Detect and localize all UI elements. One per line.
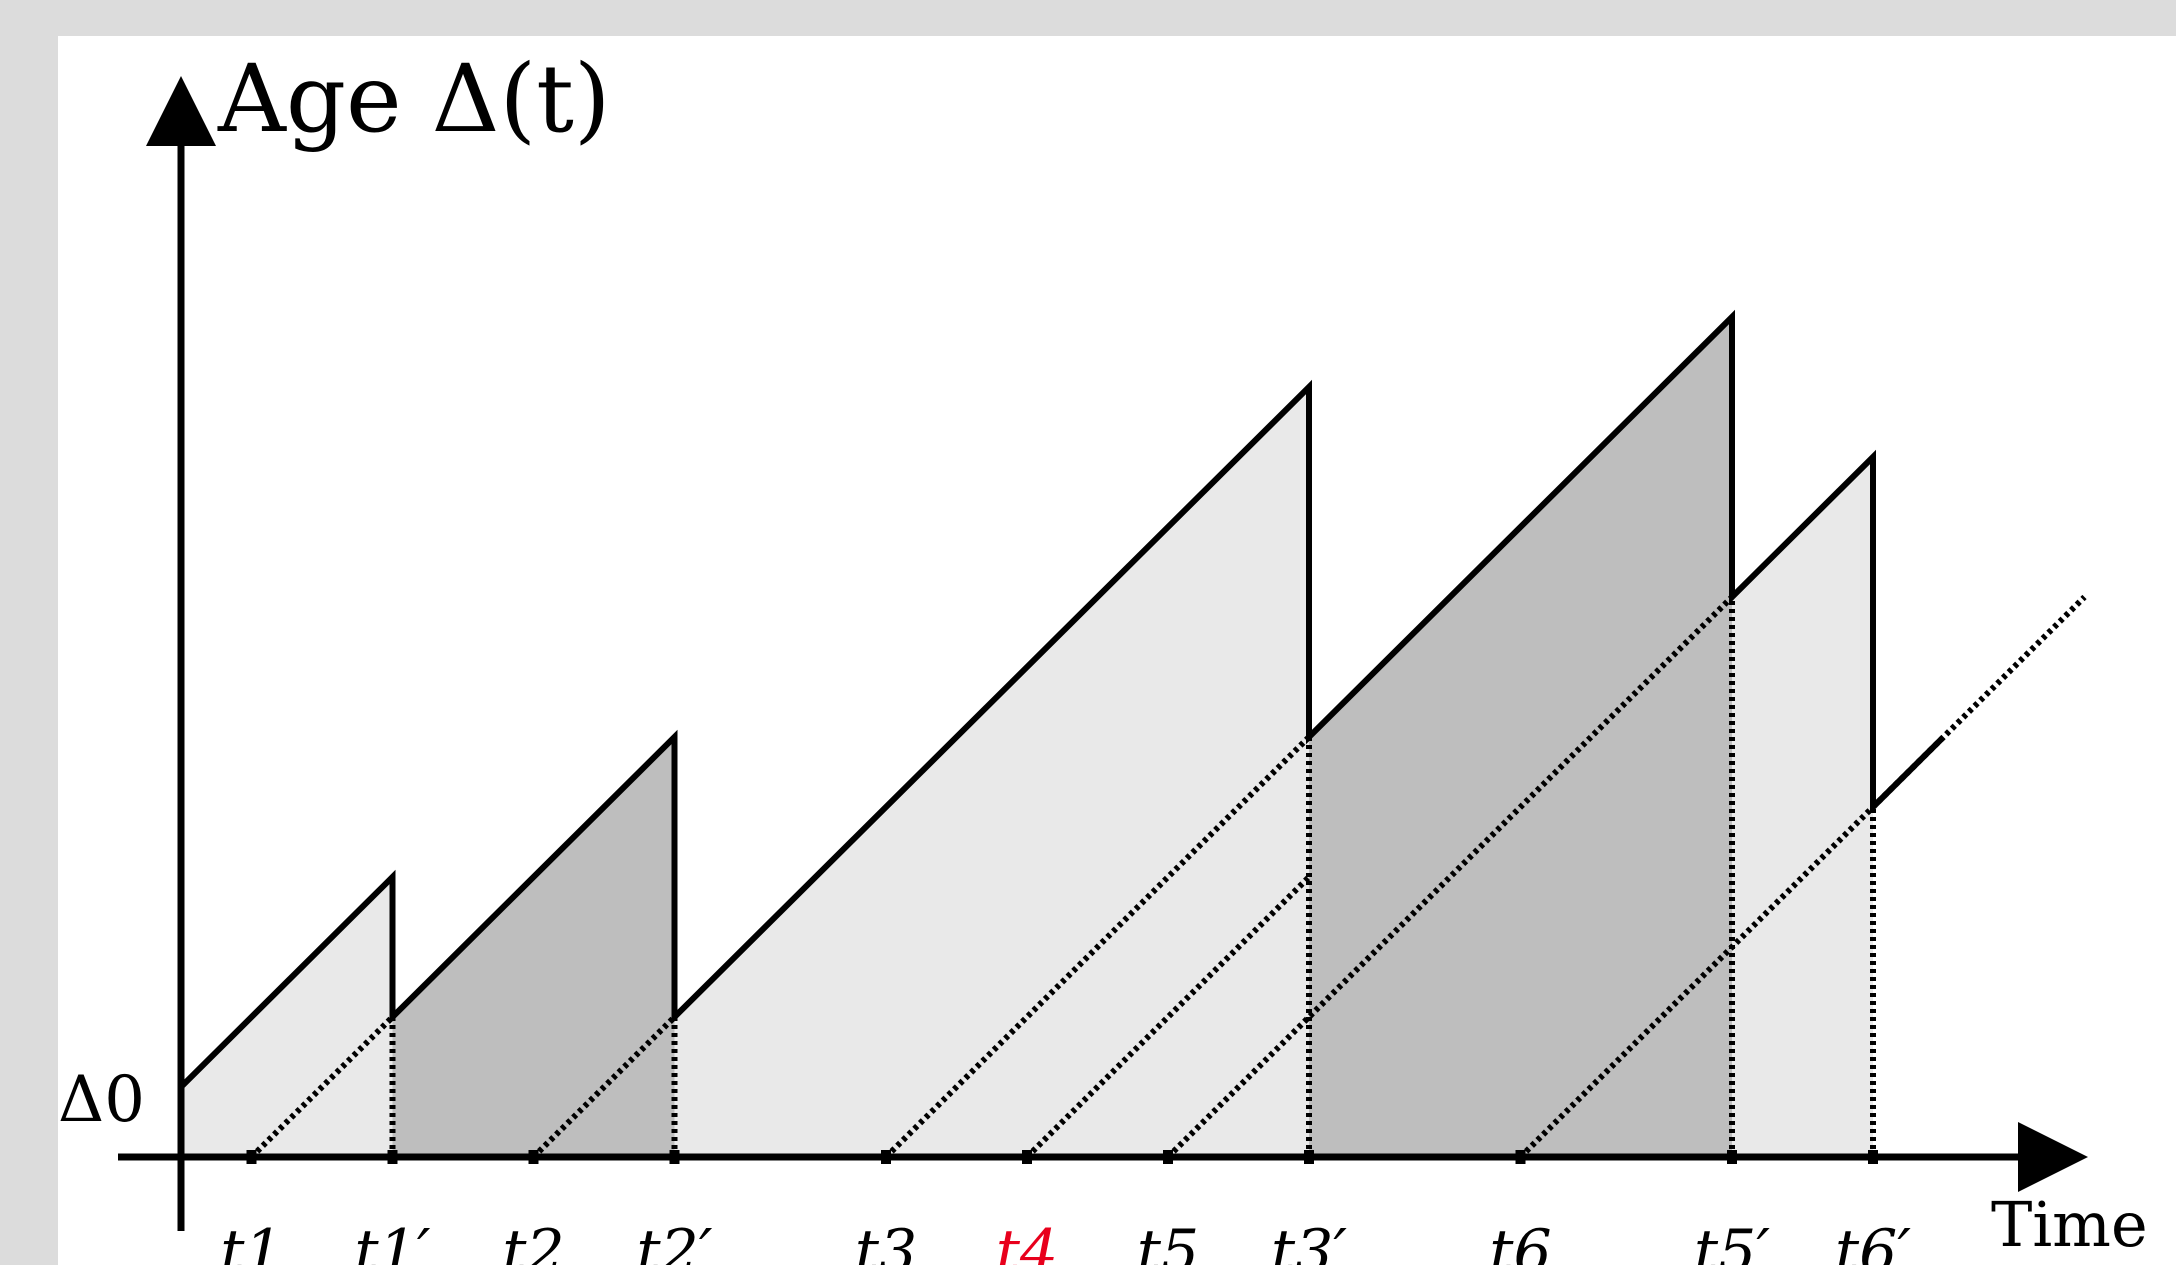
tick-t4 [1022,1150,1032,1164]
tick-t1 [246,1150,257,1164]
origin-label: Δ0 [58,1063,145,1137]
tick-t2 [528,1150,539,1164]
age-diagram: t1 t1′ t2 t2′ t3 t4 t5 t3′ t6 t5′ t6′ Age Δ(t) Δ0 … [58,45,2148,1265]
diagram-frame: t1 t1′ t2 t2′ t3 t4 t5 t3′ t6 t5′ t6′ Age Δ(t) Δ0 … [58,36,2176,1265]
tick-t2p [669,1150,680,1164]
tick-marks [246,1150,1878,1164]
shaded-region-2 [392,737,675,1157]
tick-label-t6p: t6′ [1835,1217,1911,1265]
shaded-region-1 [181,877,393,1157]
tick-label-t3p: t3′ [1271,1217,1347,1265]
tick-t5 [1163,1150,1173,1164]
tick-label-t4: t4 [996,1217,1058,1265]
tick-label-t1: t1 [220,1217,282,1265]
generation-line-4 [1024,874,1312,1160]
tick-t1p [387,1150,398,1164]
tick-t6 [1515,1150,1526,1164]
tick-label-t5p: t5′ [1694,1217,1770,1265]
tick-label-t2: t2 [502,1217,564,1265]
tick-label-t1p: t1′ [355,1217,431,1265]
tick-t3 [881,1150,891,1164]
shaded-region-3 [674,387,1309,1157]
tick-label-t6: t6 [1489,1217,1551,1265]
age-curve [178,309,1946,1090]
x-axis-label: Time [1991,1188,2148,1261]
tick-label-t2p: t2′ [637,1217,713,1265]
shaded-region-5 [1732,457,1873,1157]
generation-line-1 [249,1014,395,1160]
tick-labels: t1 t1′ t2 t2′ t3 t4 t5 t3′ t6 t5′ t6′ [220,1217,1911,1265]
generation-line-2 [531,1014,677,1160]
generation-lines [249,594,2087,1160]
tick-t3p [1304,1150,1314,1164]
tick-t6p [1868,1150,1878,1164]
tick-label-t5: t5 [1137,1217,1199,1265]
generation-line-3 [883,734,1312,1160]
y-axis-label: Age Δ(t) [217,45,611,154]
tick-t5p [1727,1150,1737,1164]
tick-label-t3: t3 [855,1217,917,1265]
vertical-dotted-lines [389,597,1876,1157]
shaded-regions [181,317,1873,1157]
shaded-region-4 [1309,317,1732,1157]
